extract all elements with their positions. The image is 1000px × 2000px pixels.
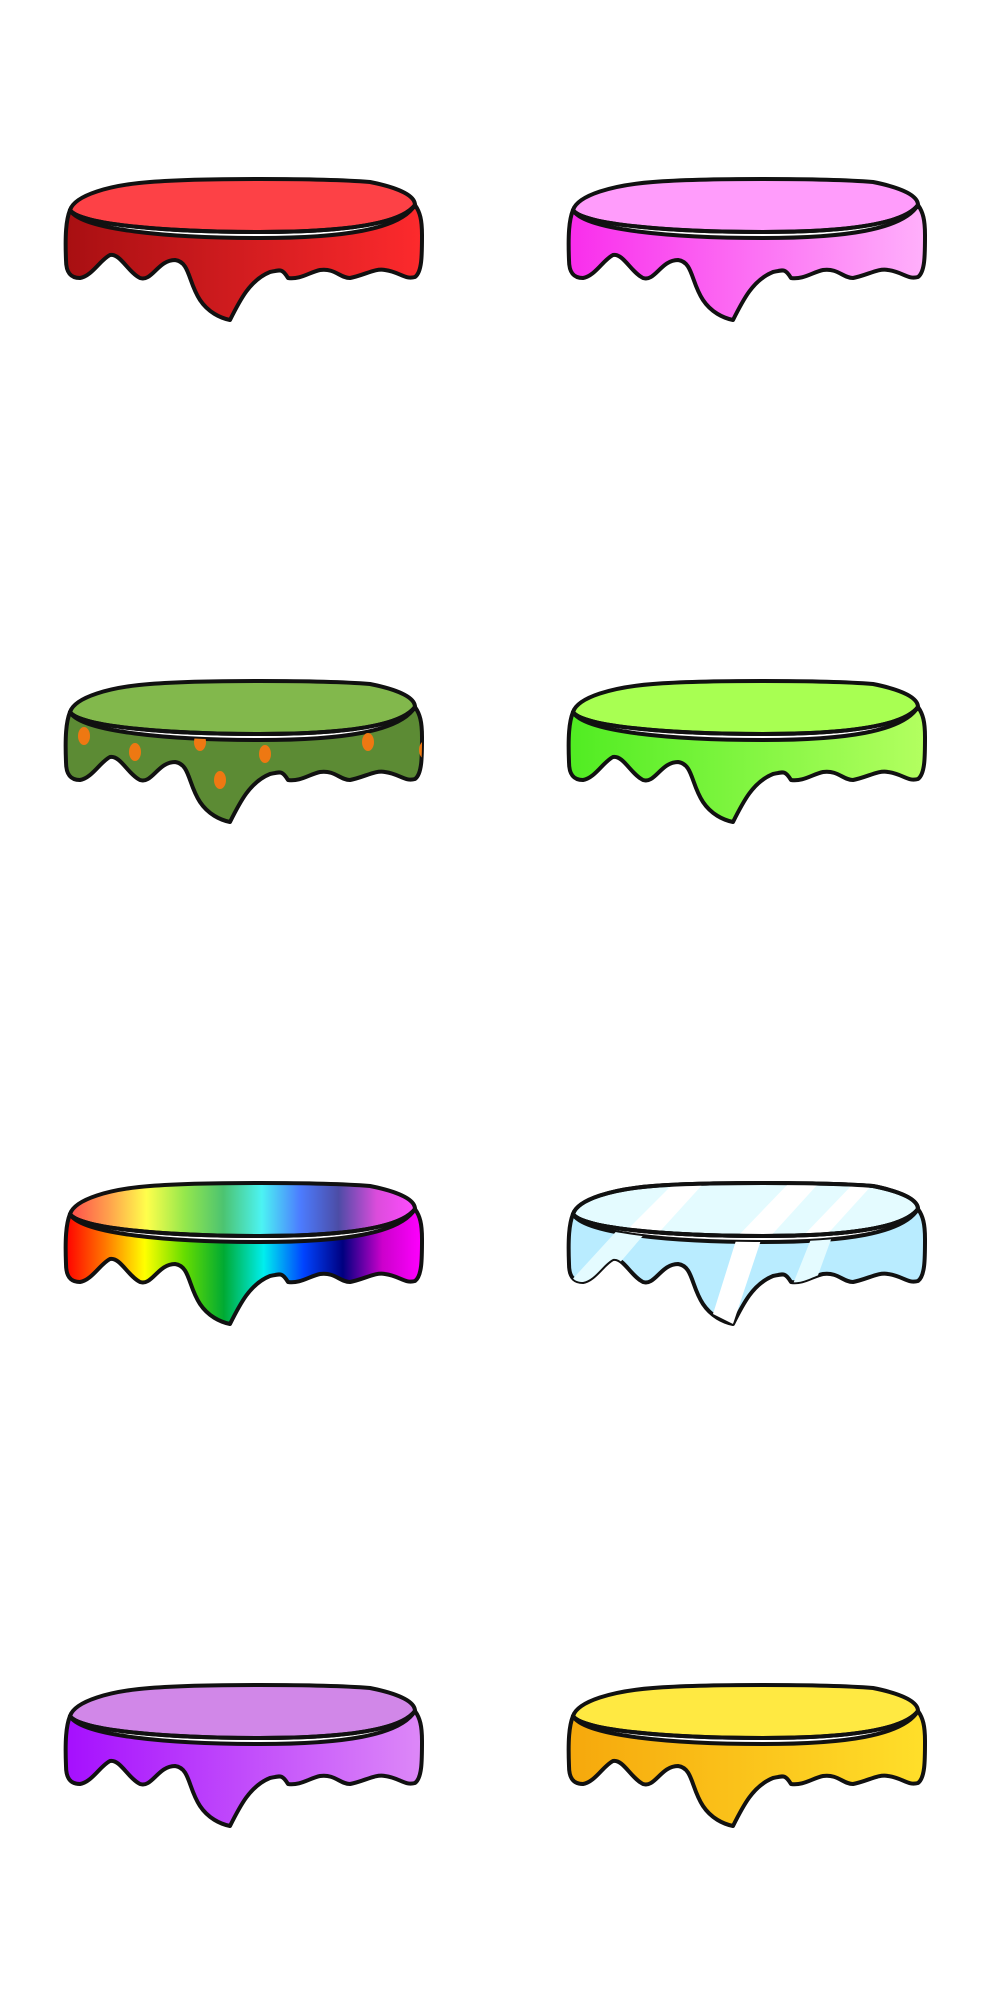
tablecloth-glass-highlights bbox=[568, 1224, 833, 1324]
polka-dot bbox=[316, 781, 328, 799]
tablecloth-purple bbox=[63, 1683, 424, 1828]
polka-dot bbox=[259, 745, 271, 763]
glass-highlight bbox=[713, 1234, 763, 1324]
tablecloth-rainbow-rim bbox=[68, 1207, 417, 1239]
tablecloth-yellow bbox=[566, 1683, 927, 1828]
tablecloth-green-polka-dot bbox=[63, 679, 424, 824]
polka-dot bbox=[419, 741, 423, 759]
tablecloth-red bbox=[63, 177, 424, 322]
glass-highlight bbox=[803, 1184, 873, 1236]
tablecloth-glass-rim bbox=[571, 1207, 920, 1239]
tablecloth-red-rim bbox=[68, 203, 417, 235]
tablecloth-pink-rim bbox=[571, 203, 920, 235]
tablecloth-lime bbox=[566, 679, 927, 824]
tablecloth-glass-top-highlights bbox=[623, 1184, 873, 1236]
tablecloth-lime-rim bbox=[571, 705, 920, 737]
tablecloth-purple-rim bbox=[68, 1709, 417, 1741]
polka-dot bbox=[362, 733, 374, 751]
glass-highlight bbox=[568, 1224, 653, 1294]
polka-dot bbox=[78, 727, 90, 745]
tablecloth-rainbow bbox=[63, 1181, 424, 1326]
polka-dot bbox=[194, 733, 206, 751]
tablecloth-pink bbox=[566, 177, 927, 322]
tablecloth-grid bbox=[63, 177, 927, 1828]
glass-highlight bbox=[738, 1184, 818, 1236]
polka-dot bbox=[214, 771, 226, 789]
tablecloth-green-polka-dot-rim bbox=[68, 705, 417, 737]
tablecloth-yellow-rim bbox=[571, 1709, 920, 1741]
tablecloth-glass bbox=[566, 1181, 927, 1326]
glass-highlight bbox=[793, 1234, 833, 1289]
polka-dot bbox=[129, 743, 141, 761]
glass-highlight bbox=[623, 1184, 703, 1236]
